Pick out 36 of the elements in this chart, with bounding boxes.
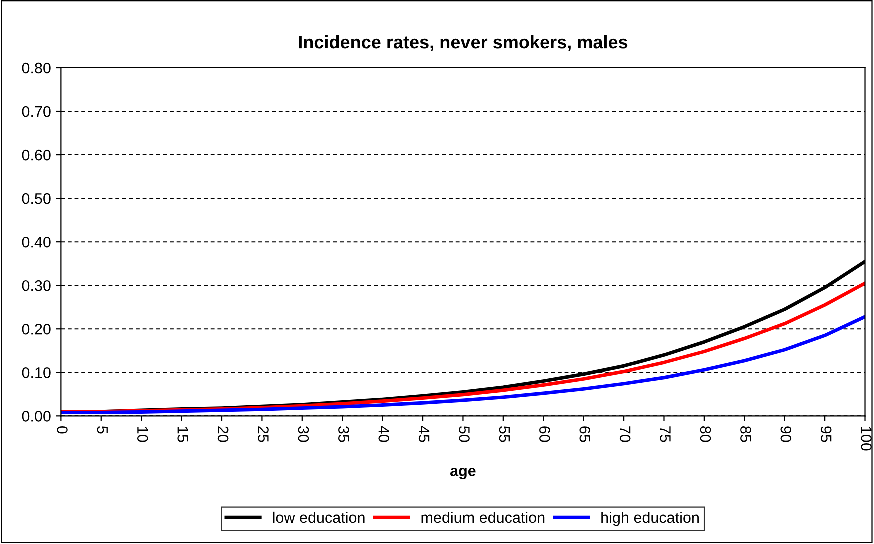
x-tick-label: 35 [338, 426, 350, 442]
legend-label: high education [602, 512, 699, 526]
x-tick-label: 30 [298, 426, 310, 442]
x-tick-label: 0 [57, 426, 68, 434]
x-axis-title: age [450, 468, 476, 480]
x-tick-label: 5 [97, 426, 108, 434]
y-tick-label: 0.60 [22, 150, 51, 161]
x-tick-label: 100 [861, 427, 872, 451]
y-tick-label: 0.30 [22, 280, 51, 292]
x-tick-label: 95 [820, 426, 832, 442]
x-tick-label: 45 [418, 426, 430, 442]
x-tick-label: 60 [540, 426, 550, 442]
x-tick-label: 25 [258, 426, 269, 442]
x-tick-label: 65 [580, 426, 591, 442]
x-tick-label: 40 [378, 426, 390, 442]
x-tick-label: 10 [137, 427, 148, 442]
y-tick-label: 0.00 [22, 411, 51, 422]
x-tick-label: 55 [499, 426, 510, 442]
line-series [61, 315, 866, 414]
x-tick-label: 20 [218, 426, 229, 442]
y-tick-label: 0.40 [22, 236, 51, 248]
x-tick-label: 75 [660, 426, 671, 442]
y-tick-label: 0.70 [22, 106, 51, 118]
y-tick-label: 0.50 [22, 193, 51, 204]
x-tick-label: 70 [620, 426, 631, 442]
x-tick-label: 15 [178, 427, 188, 442]
x-tick-label: 85 [740, 426, 752, 442]
y-tick-label: 0.80 [22, 62, 51, 74]
y-tick-label: 0.20 [22, 324, 51, 335]
legend-label: low education [273, 512, 365, 524]
chart-title: Incidence rates, never smokers, males [299, 35, 628, 52]
x-tick-label: 50 [459, 426, 470, 442]
x-tick-label: 80 [700, 426, 712, 442]
x-tick-label: 90 [780, 426, 792, 442]
legend-label: medium education [422, 512, 545, 524]
y-tick-label: 0.10 [22, 368, 51, 378]
